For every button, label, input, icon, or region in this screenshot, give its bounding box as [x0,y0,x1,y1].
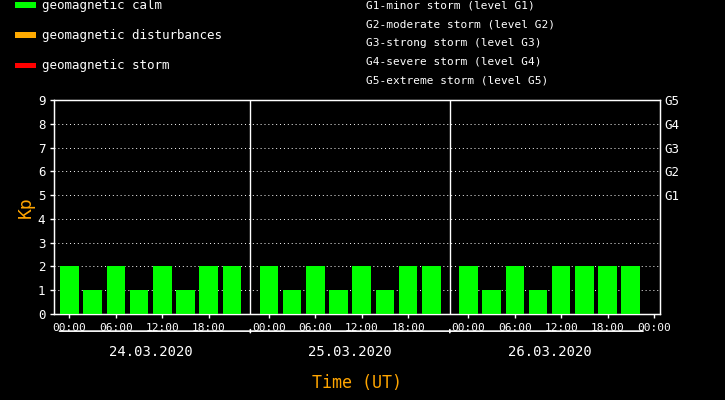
Bar [107,266,125,314]
Bar [14,32,36,38]
Bar [260,266,278,314]
Text: 24.03.2020: 24.03.2020 [109,345,193,359]
Y-axis label: Kp: Kp [17,196,35,218]
Bar [176,290,195,314]
Text: geomagnetic disturbances: geomagnetic disturbances [42,29,223,42]
Bar [575,266,594,314]
Bar [306,266,325,314]
Text: 26.03.2020: 26.03.2020 [507,345,592,359]
Bar [130,290,149,314]
Text: G5-extreme storm (level G5): G5-extreme storm (level G5) [366,76,548,86]
Bar [376,290,394,314]
Text: 25.03.2020: 25.03.2020 [308,345,392,359]
Bar [60,266,79,314]
Bar [505,266,524,314]
Bar [598,266,617,314]
Text: G2-moderate storm (level G2): G2-moderate storm (level G2) [366,19,555,29]
Bar [329,290,348,314]
Bar [283,290,302,314]
Bar [399,266,418,314]
Bar [529,290,547,314]
Text: G3-strong storm (level G3): G3-strong storm (level G3) [366,38,542,48]
Text: Time (UT): Time (UT) [312,374,402,392]
Text: G4-severe storm (level G4): G4-severe storm (level G4) [366,57,542,67]
Bar [83,290,102,314]
Bar [199,266,218,314]
Bar [14,2,36,8]
Text: geomagnetic calm: geomagnetic calm [42,0,162,12]
Bar [621,266,640,314]
Bar [352,266,371,314]
Bar [153,266,172,314]
Bar [459,266,478,314]
Text: geomagnetic storm: geomagnetic storm [42,59,170,72]
Bar [552,266,571,314]
Bar [223,266,241,314]
Bar [482,290,501,314]
Bar [422,266,441,314]
Text: G1-minor storm (level G1): G1-minor storm (level G1) [366,0,535,10]
Bar [14,62,36,68]
